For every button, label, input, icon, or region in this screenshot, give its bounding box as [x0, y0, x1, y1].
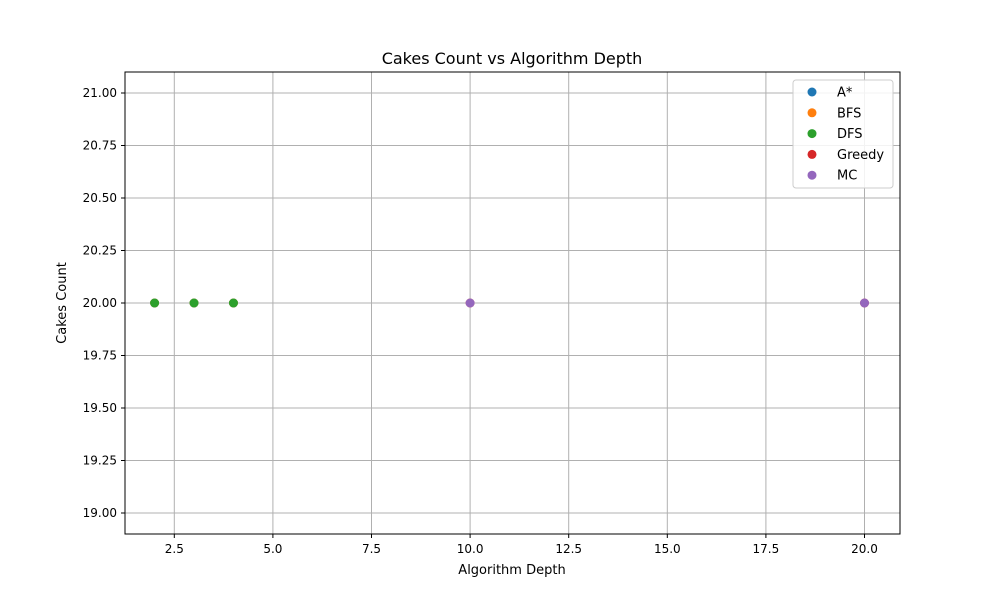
legend-marker	[807, 170, 817, 180]
legend-marker	[807, 108, 817, 118]
data-points	[150, 298, 870, 308]
legend-marker	[807, 87, 817, 97]
y-tick-label: 19.50	[83, 401, 117, 415]
legend-label: DFS	[837, 127, 863, 142]
data-point	[189, 298, 199, 308]
legend-box	[792, 79, 894, 189]
y-tick-label: 19.00	[83, 506, 117, 520]
legend-marker	[807, 129, 817, 139]
data-point	[860, 298, 870, 308]
y-axis-ticks: 19.00 19.25 19.50 19.75 20.00 20.25 20.50 20.75…	[83, 86, 125, 520]
grid-lines	[125, 72, 900, 534]
x-tick-label: 5.0	[263, 542, 282, 556]
legend-label: A*	[837, 86, 853, 101]
legend-label: BFS	[837, 106, 861, 121]
data-point	[150, 298, 160, 308]
y-tick-label: 19.25	[83, 454, 117, 468]
legend-marker	[807, 149, 817, 159]
x-axis-ticks: 2.5 5.0 7.5 10.0 12.5 15.0 17.5 20.0	[165, 534, 878, 556]
y-tick-label: 20.75	[83, 139, 117, 153]
y-tick-label: 20.25	[83, 244, 117, 258]
y-axis-label: Cakes Count	[55, 262, 70, 344]
y-tick-label: 20.50	[83, 191, 117, 205]
x-tick-label: 12.5	[555, 542, 582, 556]
y-tick-label: 20.00	[83, 296, 117, 310]
legend-label: Greedy	[837, 148, 884, 163]
x-tick-label: 2.5	[165, 542, 184, 556]
x-tick-label: 10.0	[457, 542, 484, 556]
x-axis-label: Algorithm Depth	[458, 563, 565, 578]
chart-title: Cakes Count vs Algorithm Depth	[382, 49, 643, 68]
x-tick-label: 17.5	[753, 542, 780, 556]
legend: A* BFS DFS Greedy MC	[792, 79, 894, 189]
y-tick-label: 21.00	[83, 86, 117, 100]
x-tick-label: 20.0	[851, 542, 878, 556]
data-point	[465, 298, 475, 308]
y-tick-label: 19.75	[83, 349, 117, 363]
x-tick-label: 15.0	[654, 542, 681, 556]
data-point	[228, 298, 238, 308]
x-tick-label: 7.5	[362, 542, 381, 556]
legend-label: MC	[837, 169, 857, 184]
